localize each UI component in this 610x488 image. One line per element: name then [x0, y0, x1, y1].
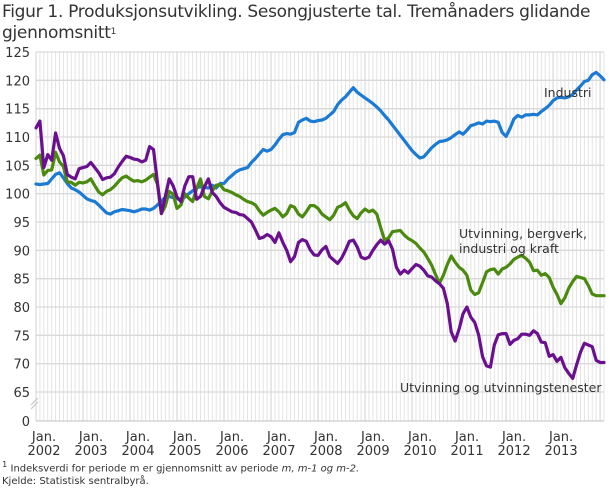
- x-tick-label-month: Jan.: [172, 430, 197, 445]
- y-axis-break: [30, 397, 39, 410]
- y-tick-label: 65: [13, 386, 30, 401]
- x-axis-ticks: Jan.2002Jan.2003Jan.2004Jan.2005Jan.2006…: [27, 430, 577, 459]
- x-tick-label-year: 2013: [545, 444, 578, 459]
- chart-title-text: Figur 1. Produksjonsutvikling. Sesongjus…: [2, 2, 591, 43]
- x-tick-label-month: Jan.: [219, 430, 244, 445]
- x-tick-label-year: 2004: [121, 444, 154, 459]
- x-tick-label-month: Jan.: [78, 430, 103, 445]
- x-tick-label-year: 2009: [357, 444, 390, 459]
- x-tick-label-year: 2003: [74, 444, 107, 459]
- y-tick-label: 125: [5, 46, 30, 61]
- footnote-text: Indeksverdi for periode m er gjennomsnit…: [7, 463, 282, 475]
- series-line-industri: [34, 70, 606, 216]
- x-tick-label-month: Jan.: [125, 430, 150, 445]
- series-labels: Industri Utvinning, bergverk, industri o…: [400, 85, 602, 395]
- footnote-definition: 1 Indeksverdi for periode m er gjennomsn…: [2, 458, 359, 475]
- x-tick-label-month: Jan.: [501, 430, 526, 445]
- series-lines: [34, 70, 606, 380]
- y-tick-label: 110: [5, 131, 30, 146]
- x-tick-label-year: 2011: [451, 444, 484, 459]
- label-utvinning-bergverk-line1: Utvinning, bergverk,: [459, 226, 587, 241]
- x-tick-label-month: Jan.: [313, 430, 338, 445]
- x-tick-label-year: 2005: [168, 444, 201, 459]
- x-tick-label-year: 2002: [27, 444, 60, 459]
- y-tick-label: 115: [5, 103, 30, 118]
- x-tick-label-year: 2012: [498, 444, 531, 459]
- y-tick-label: 85: [13, 273, 30, 288]
- y-tick-label: 90: [13, 244, 30, 259]
- x-tick-label-year: 2008: [309, 444, 342, 459]
- y-tick-label: 70: [13, 358, 30, 373]
- footnote: 1 Indeksverdi for periode m er gjennomsn…: [2, 458, 359, 488]
- title-footnote-marker: 1: [110, 27, 117, 37]
- x-tick-label-month: Jan.: [31, 430, 56, 445]
- y-tick-label: 105: [5, 159, 30, 174]
- y-axis-ticks: 0 65 70 75 80 85 90 95 100 105 110 115 120 125: [5, 46, 30, 430]
- x-tick-label-year: 2006: [215, 444, 248, 459]
- horizontal-gridlines: [36, 51, 604, 393]
- y-tick-label: 100: [5, 188, 30, 203]
- x-tick-label-month: Jan.: [266, 430, 291, 445]
- label-industri: Industri: [544, 85, 592, 100]
- y-tick-label: 120: [5, 74, 30, 89]
- y-tick-label: 75: [13, 329, 30, 344]
- x-tick-label-month: Jan.: [360, 430, 385, 445]
- source-note: Kjelde: Statistisk sentralbyrå.: [2, 476, 149, 488]
- footnote-marker: 1: [2, 459, 8, 469]
- x-tick-label-year: 2010: [404, 444, 437, 459]
- vertical-gridlines: [35, 52, 605, 421]
- series-line-utvinning-og-utvinningstenester: [34, 119, 606, 380]
- x-tick-label-month: Jan.: [454, 430, 479, 445]
- series-line-utvinning-bergverk-industri-og-kraft: [34, 150, 606, 306]
- x-tick-label-month: Jan.: [407, 430, 432, 445]
- label-utvinning-bergverk-line2: industri og kraft: [459, 241, 559, 256]
- chart-title: Figur 1. Produksjonsutvikling. Sesongjus…: [2, 2, 606, 44]
- x-tick-label-year: 2007: [262, 444, 295, 459]
- x-tick-label-month: Jan.: [548, 430, 573, 445]
- y-tick-label: 95: [13, 216, 30, 231]
- y-tick-label: 80: [13, 301, 30, 316]
- label-utvinning-og-utvinningstenester: Utvinning og utvinningstenester: [400, 380, 602, 395]
- y-tick-label: 0: [22, 415, 30, 430]
- footnote-italic: m, m-1 og m-2.: [281, 463, 360, 475]
